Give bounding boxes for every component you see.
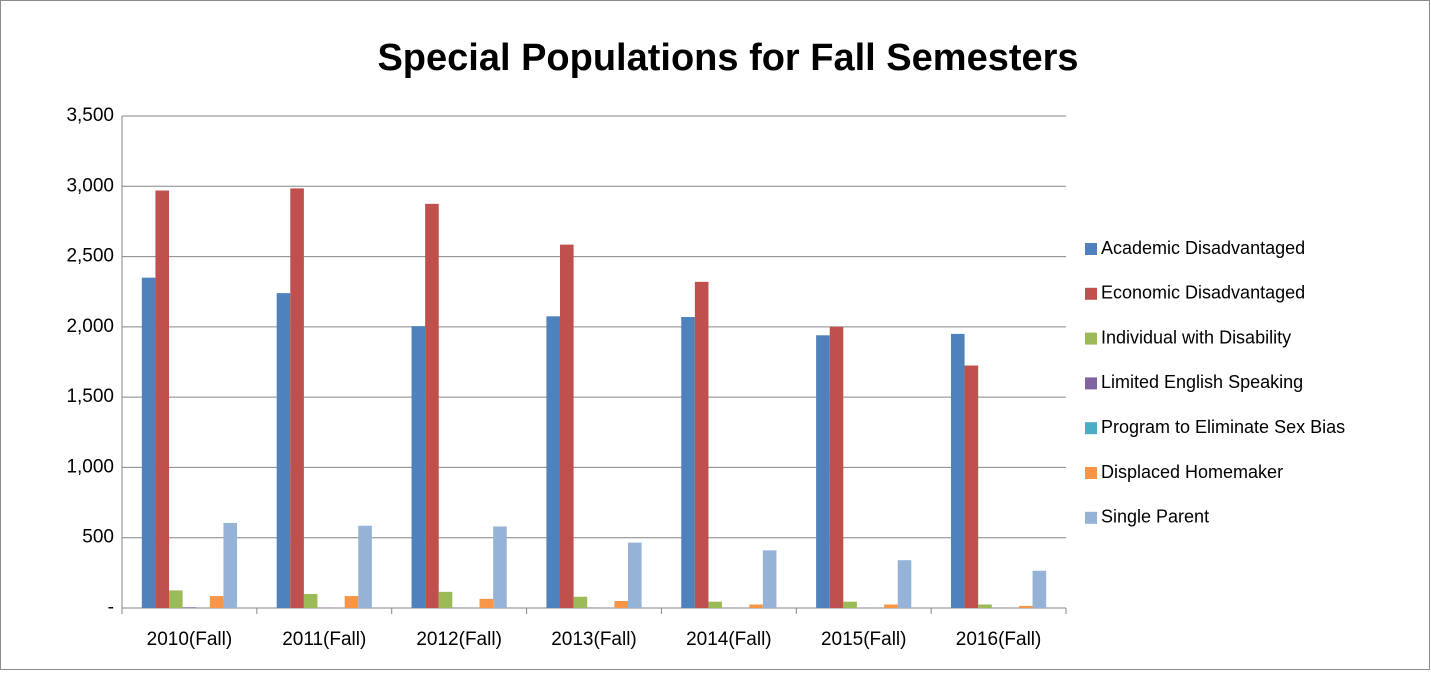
y-tick-label: -	[108, 597, 114, 618]
legend-label: Limited English Speaking	[1101, 372, 1303, 392]
bar	[277, 293, 291, 608]
legend-label: Program to Eliminate Sex Bias	[1101, 417, 1345, 437]
legend-label: Economic Disadvantaged	[1101, 283, 1305, 303]
bar	[169, 590, 183, 608]
bar	[142, 278, 156, 608]
chart-title: Special Populations for Fall Semesters	[377, 37, 1078, 79]
bar	[560, 245, 574, 608]
legend-label: Displaced Homemaker	[1101, 462, 1283, 482]
y-tick-label: 3,500	[66, 105, 114, 126]
bar	[708, 602, 722, 608]
bar	[358, 526, 372, 608]
bar	[978, 604, 992, 608]
y-tick-label: 1,000	[66, 456, 114, 477]
bar	[155, 191, 169, 608]
y-tick-label: 1,500	[66, 386, 114, 407]
bar	[843, 602, 857, 608]
legend-label: Individual with Disability	[1101, 327, 1291, 347]
bar	[681, 317, 695, 608]
bar	[304, 594, 318, 608]
bar	[412, 326, 426, 608]
bar	[183, 607, 197, 608]
bar	[1033, 571, 1047, 608]
y-tick-label: 3,000	[66, 175, 114, 196]
bar	[695, 282, 709, 608]
x-tick-label: 2010(Fall)	[147, 629, 233, 650]
bar	[830, 327, 844, 608]
bar	[574, 597, 588, 608]
bar	[951, 334, 965, 608]
bar	[749, 604, 763, 608]
x-tick-label: 2011(Fall)	[282, 629, 366, 650]
bar	[628, 543, 642, 608]
bar	[493, 526, 507, 608]
x-tick-label: 2012(Fall)	[416, 629, 502, 650]
legend-swatch	[1085, 288, 1097, 300]
bar	[210, 596, 224, 608]
bar	[345, 596, 359, 608]
legend-swatch	[1085, 333, 1097, 345]
legend-label: Academic Disadvantaged	[1101, 238, 1305, 258]
bar	[439, 592, 453, 608]
bar	[546, 316, 560, 608]
legend-label: Single Parent	[1101, 507, 1209, 527]
bar	[763, 550, 777, 608]
bar	[290, 188, 304, 608]
bar	[614, 601, 628, 608]
bar	[884, 604, 898, 608]
y-tick-label: 2,500	[66, 246, 114, 267]
bar	[1019, 606, 1033, 608]
bar	[965, 366, 979, 608]
legend-swatch	[1085, 512, 1097, 524]
x-tick-label: 2013(Fall)	[551, 629, 637, 650]
legend-swatch	[1085, 422, 1097, 434]
legend-swatch	[1085, 377, 1097, 389]
bar	[898, 560, 912, 608]
bar	[425, 204, 439, 608]
x-tick-label: 2016(Fall)	[956, 629, 1042, 650]
x-tick-label: 2014(Fall)	[686, 629, 772, 650]
legend-swatch	[1085, 243, 1097, 255]
x-tick-label: 2015(Fall)	[821, 629, 907, 650]
y-tick-label: 2,000	[66, 316, 114, 337]
y-tick-label: 500	[82, 527, 114, 548]
legend-swatch	[1085, 467, 1097, 479]
bar	[480, 599, 494, 608]
bar	[816, 335, 830, 608]
bar	[223, 523, 237, 608]
